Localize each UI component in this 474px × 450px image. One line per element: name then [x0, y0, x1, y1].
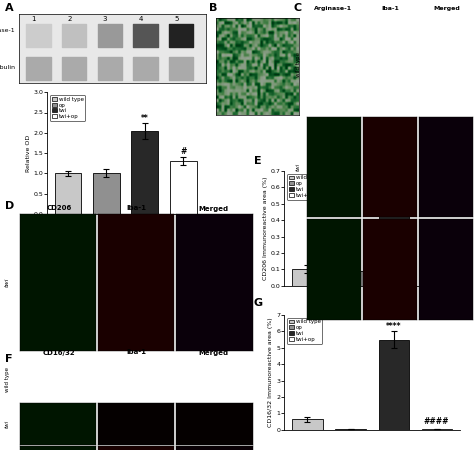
- Text: wild type: wild type: [5, 367, 9, 392]
- Bar: [336, 271, 365, 286]
- Text: 3: 3: [103, 16, 107, 22]
- Text: A: A: [5, 3, 13, 13]
- Text: ####: ####: [424, 257, 449, 266]
- Bar: [379, 201, 409, 286]
- Bar: [422, 429, 452, 430]
- Bar: [131, 131, 158, 214]
- Text: Iba-1: Iba-1: [126, 350, 146, 356]
- Text: ****: ****: [386, 176, 401, 185]
- Text: wild type: wild type: [296, 52, 301, 77]
- Text: ####: ####: [424, 418, 449, 427]
- Text: Arginase-1: Arginase-1: [0, 28, 15, 33]
- Y-axis label: CD206 Immunoreactive area (%): CD206 Immunoreactive area (%): [263, 176, 268, 280]
- Text: **: **: [141, 113, 149, 122]
- Bar: [292, 419, 322, 430]
- Text: Merged: Merged: [199, 350, 229, 356]
- Bar: [422, 270, 452, 286]
- Text: twi: twi: [5, 419, 9, 428]
- Text: #: #: [180, 147, 186, 156]
- Text: twi: twi: [5, 278, 9, 287]
- Y-axis label: CD16/32 Immunoreactive area (%): CD16/32 Immunoreactive area (%): [268, 318, 273, 427]
- Text: Iba-1: Iba-1: [126, 206, 146, 212]
- Y-axis label: Relative OD: Relative OD: [26, 135, 31, 171]
- Bar: [93, 173, 120, 214]
- Text: 1: 1: [32, 16, 36, 22]
- Bar: [55, 173, 82, 214]
- Text: Arginase-1: Arginase-1: [314, 6, 352, 11]
- Bar: [336, 429, 365, 430]
- Bar: [292, 270, 322, 286]
- Text: twi: twi: [296, 163, 301, 171]
- Text: β-Tubulin: β-Tubulin: [0, 65, 15, 70]
- Legend: wild type, op, twi, twi+op: wild type, op, twi, twi+op: [287, 174, 322, 200]
- Text: C: C: [294, 3, 302, 13]
- Bar: [170, 161, 197, 214]
- Text: E: E: [254, 156, 261, 166]
- Text: ****: ****: [386, 322, 401, 331]
- Legend: wild type, op, twi, twi+op: wild type, op, twi, twi+op: [287, 318, 322, 344]
- Text: 2: 2: [67, 16, 72, 22]
- Bar: [379, 340, 409, 430]
- Text: B: B: [209, 3, 217, 13]
- Text: F: F: [5, 354, 12, 364]
- Text: CD16/32: CD16/32: [43, 350, 75, 356]
- Text: 5: 5: [174, 16, 178, 22]
- Text: Merged: Merged: [199, 206, 229, 212]
- Text: Iba-1: Iba-1: [381, 6, 399, 11]
- Legend: wild type, op, twi, twi+op: wild type, op, twi, twi+op: [50, 95, 85, 121]
- Text: Merged: Merged: [434, 6, 460, 11]
- Text: 4: 4: [138, 16, 143, 22]
- Text: G: G: [254, 298, 263, 308]
- Text: D: D: [5, 201, 14, 211]
- Text: CD206: CD206: [46, 206, 72, 212]
